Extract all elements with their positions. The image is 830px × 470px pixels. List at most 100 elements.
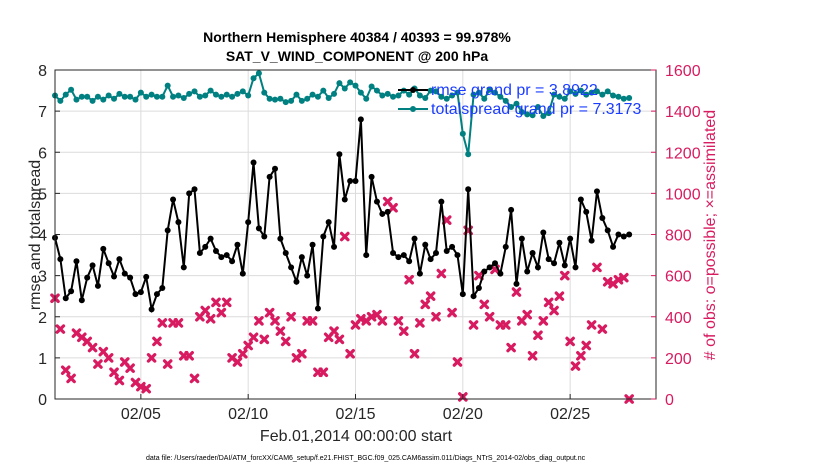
rmse-point: [465, 186, 472, 193]
totalspread-series: [52, 70, 633, 158]
totalspread-point: [395, 92, 402, 99]
rmse-point: [470, 293, 477, 300]
rmse-point: [170, 196, 177, 203]
obs-point: [565, 336, 575, 347]
totalspread-point: [137, 89, 144, 96]
rmse-point: [175, 219, 182, 226]
totalspread-point: [336, 80, 343, 87]
y-right-tick-label: 1400: [665, 104, 701, 121]
totalspread-point: [325, 94, 332, 101]
rmse-point: [62, 295, 69, 302]
obs-point: [549, 305, 559, 316]
rmse-point: [432, 250, 439, 257]
rmse-point: [293, 278, 300, 285]
rmse-point: [551, 260, 558, 267]
x-tick-label: 02/25: [550, 406, 590, 423]
rmse-point: [121, 270, 128, 277]
totalspread-point: [534, 104, 541, 111]
rmse-point: [116, 256, 123, 263]
chart-subtitle: SAT_V_WIND_COMPONENT @ 200 hPa: [226, 48, 489, 64]
obs-point: [597, 324, 608, 334]
obs-point: [270, 316, 280, 326]
obs-point: [452, 357, 463, 367]
y-axis-right-label: # of obs: o=possible; ×=assimilated: [702, 110, 719, 360]
obs-point: [538, 316, 549, 326]
totalspread-point: [239, 88, 246, 95]
totalspread-point: [572, 90, 579, 97]
rmse-point: [486, 264, 493, 271]
obs-point: [586, 320, 597, 330]
totalspread-point: [293, 91, 300, 98]
totalspread-point: [577, 87, 584, 94]
obs-point: [184, 351, 194, 361]
totalspread-point: [459, 130, 466, 137]
obs-point: [318, 367, 329, 378]
rmse-point: [524, 268, 531, 275]
chart-title: Northern Hemisphere 40384 / 40393 = 99.9…: [203, 29, 511, 45]
obs-point: [388, 202, 398, 213]
obs-point: [200, 305, 211, 316]
obs-point: [500, 320, 511, 330]
rmse-point: [384, 208, 391, 215]
rmse-point: [336, 151, 343, 158]
obs-point: [205, 314, 216, 324]
totalspread-point: [73, 96, 80, 103]
totalspread-point: [341, 85, 348, 92]
rmse-point: [341, 196, 348, 203]
rmse-point: [604, 227, 611, 234]
obs-point: [468, 320, 479, 330]
obs-point: [393, 316, 404, 326]
totalspread-point: [492, 89, 499, 96]
rmse-point: [427, 256, 434, 263]
obs-point: [243, 340, 253, 351]
totalspread-point: [116, 90, 123, 97]
totalspread-point: [111, 95, 118, 102]
rmse-point: [73, 258, 80, 265]
y-tick-label: 3: [38, 269, 47, 286]
rmse-point: [481, 268, 488, 275]
totalspread-point: [164, 82, 171, 89]
y-right-tick-label: 1200: [665, 145, 701, 162]
obs-point: [511, 287, 522, 297]
totalspread-point: [347, 79, 354, 86]
rmse-point: [416, 270, 423, 277]
rmse-point: [438, 198, 445, 205]
totalspread-point: [180, 94, 187, 101]
rmse-point: [492, 260, 499, 267]
totalspread-point: [148, 91, 155, 98]
totalspread-point: [470, 91, 477, 98]
totalspread-point: [288, 97, 295, 104]
obs-point: [93, 359, 103, 369]
rmse-point: [266, 173, 273, 180]
rmse-point: [84, 274, 91, 281]
y-tick-label: 6: [38, 145, 47, 162]
totalspread-point: [94, 93, 101, 100]
rmse-point: [314, 305, 321, 312]
rmse-point: [513, 280, 520, 287]
obs-point: [447, 307, 457, 318]
obs-point: [506, 342, 516, 353]
legend-totalspread-marker: [410, 106, 416, 112]
rmse-point: [239, 270, 246, 277]
totalspread-point: [454, 89, 461, 96]
rmse-point: [304, 272, 311, 279]
rmse-point: [218, 254, 225, 261]
totalspread-point: [62, 91, 69, 98]
totalspread-point: [153, 93, 160, 100]
obs-point: [436, 268, 447, 279]
totalspread-point: [100, 96, 107, 103]
y-right-tick-label: 600: [665, 269, 692, 286]
rmse-point: [357, 116, 364, 123]
totalspread-point: [250, 75, 257, 82]
totalspread-point: [508, 104, 515, 111]
rmse-point: [583, 208, 590, 215]
y-tick-label: 8: [38, 63, 47, 80]
obs-point: [216, 307, 227, 318]
rmse-point: [180, 264, 187, 271]
rmse-point: [105, 260, 112, 267]
totalspread-point: [486, 86, 493, 93]
x-tick-label: 02/15: [335, 406, 375, 423]
rmse-point: [89, 262, 96, 269]
obs-point: [398, 326, 409, 336]
rmse-point: [229, 258, 236, 265]
